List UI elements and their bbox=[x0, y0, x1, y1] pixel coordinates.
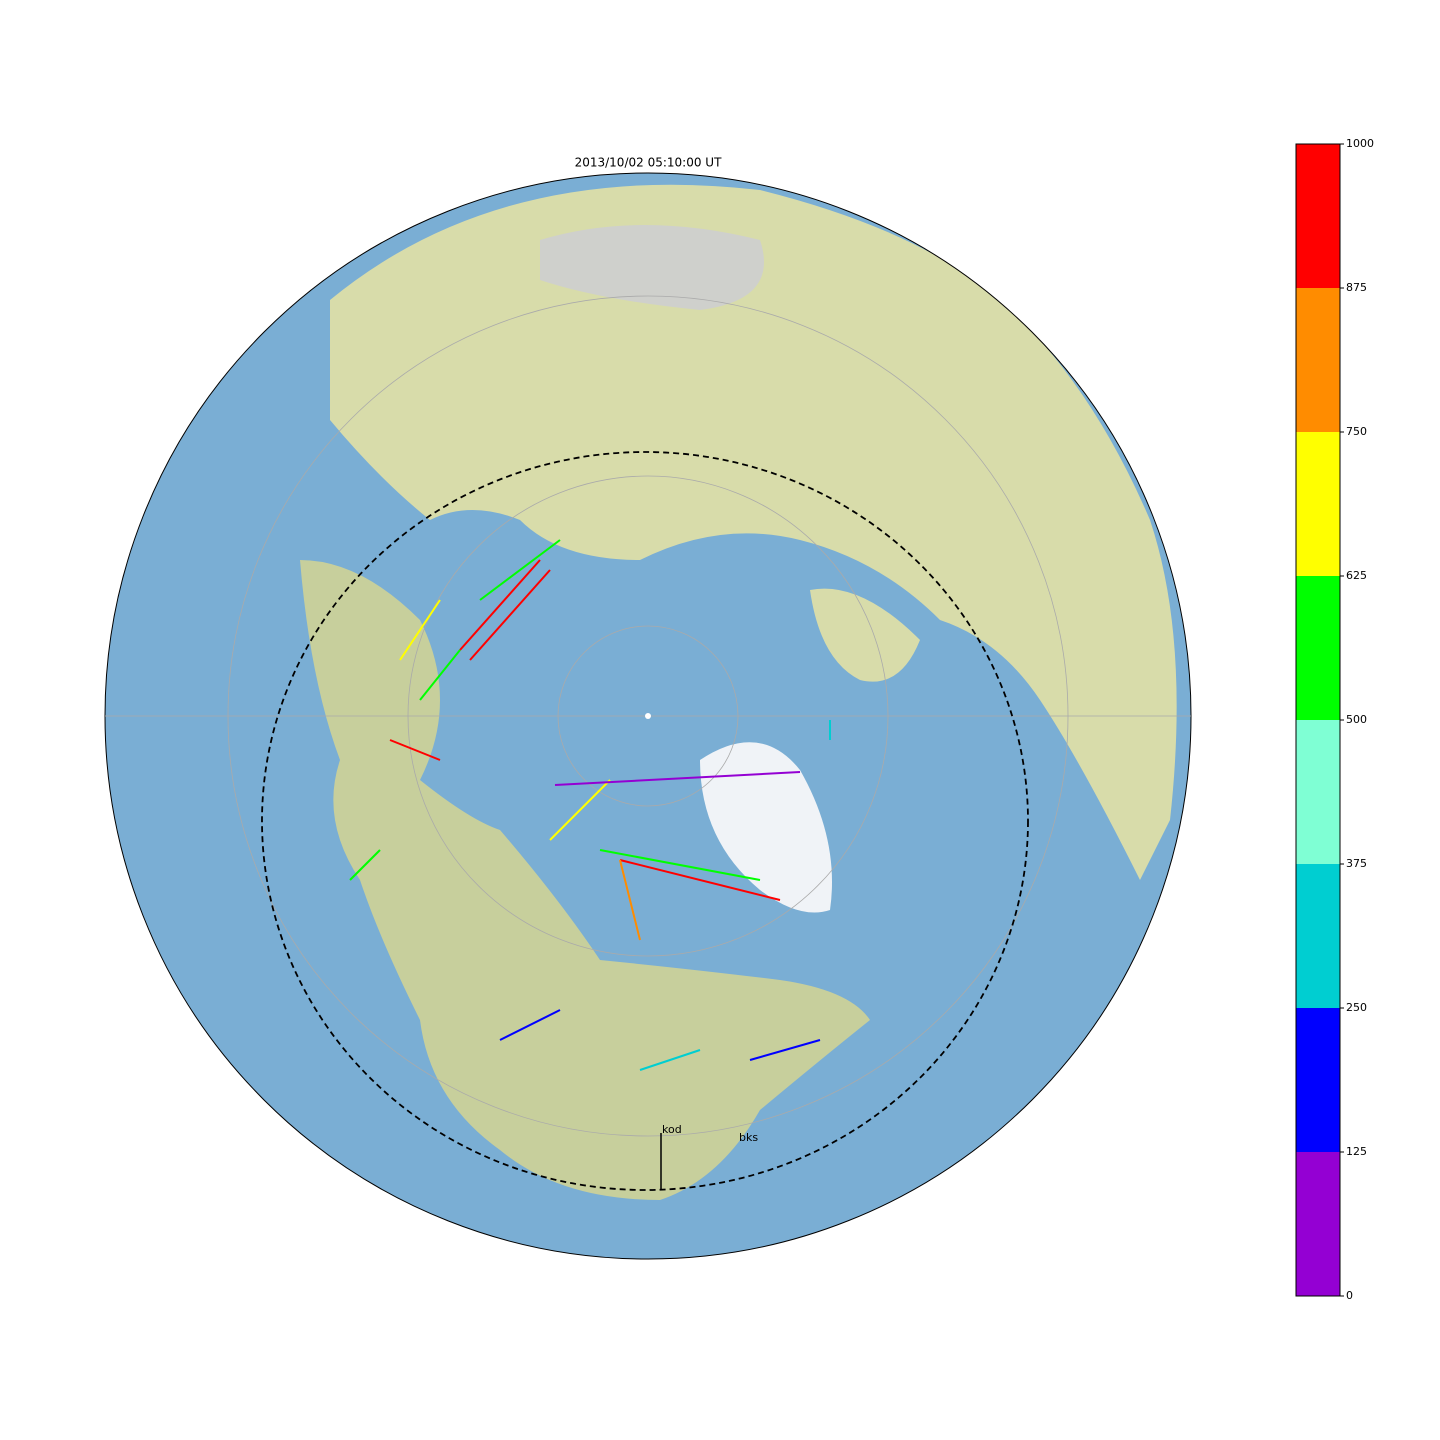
station-label: kod bbox=[662, 1123, 682, 1136]
colorbar-tick-label: 750 bbox=[1346, 425, 1367, 438]
map-title: 2013/10/02 05:10:00 UT bbox=[575, 156, 722, 170]
boundary bbox=[261, 451, 1029, 1191]
eurasia bbox=[330, 184, 1177, 880]
colorbar-tick-label: 625 bbox=[1346, 569, 1367, 582]
colorbar-level bbox=[1296, 1152, 1340, 1296]
tibet bbox=[540, 225, 764, 310]
colorbar-level bbox=[1296, 720, 1340, 864]
colorbar-level bbox=[1296, 288, 1340, 432]
colorbar-tick-label: 375 bbox=[1346, 857, 1367, 870]
colorbar-level bbox=[1296, 576, 1340, 720]
colorbar-tick-label: 875 bbox=[1346, 281, 1367, 294]
greenland bbox=[700, 742, 832, 913]
scandinavia bbox=[810, 588, 920, 682]
colorbar-level bbox=[1296, 144, 1340, 288]
colorbar-tick-label: 0 bbox=[1346, 1289, 1353, 1302]
colorbar: 0 125 250 375 500 625 750 875 1000 bbox=[1295, 137, 1374, 1302]
north-america bbox=[300, 560, 870, 1200]
vectors bbox=[349, 539, 831, 1071]
colorbar-level bbox=[1296, 432, 1340, 576]
colorbar-tick-label: 500 bbox=[1346, 713, 1367, 726]
colorbar-tick-label: 1000 bbox=[1346, 137, 1374, 150]
pole bbox=[645, 713, 651, 719]
colorbar-level bbox=[1296, 1008, 1340, 1152]
station-label: bks bbox=[739, 1131, 758, 1144]
colorbar-tick-label: 250 bbox=[1346, 1001, 1367, 1014]
colorbar-level bbox=[1296, 864, 1340, 1008]
colorbar-tick-label: 125 bbox=[1346, 1145, 1367, 1158]
